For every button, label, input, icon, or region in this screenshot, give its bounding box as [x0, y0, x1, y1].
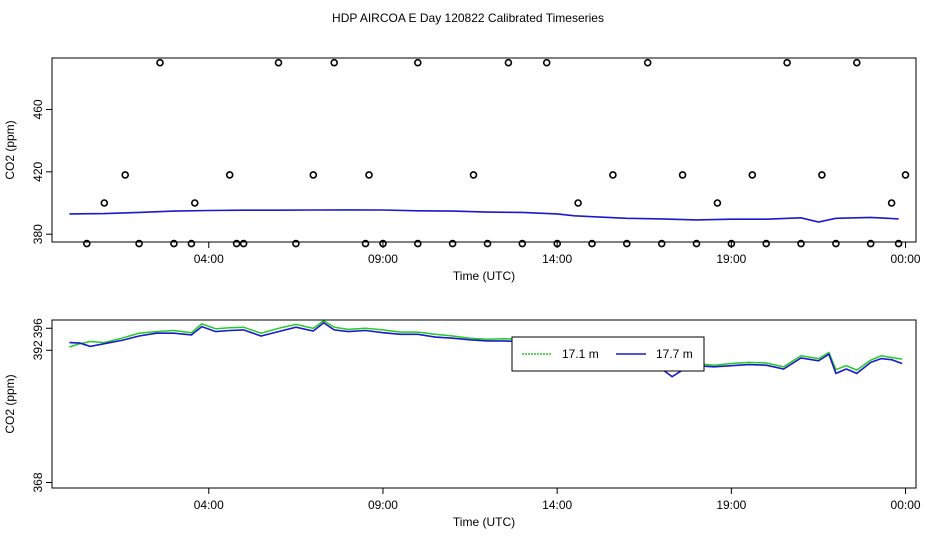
series-line-0-0	[69, 209, 899, 223]
data-point	[622, 239, 631, 248]
data-point	[413, 239, 422, 248]
data-point	[762, 239, 771, 248]
plot-frame	[51, 319, 917, 489]
data-point	[609, 171, 617, 179]
data-point	[657, 239, 666, 248]
lower-panel: 04:00 09:00 14:00 19:00 00:00 368 392 396 Time (…	[3, 318, 921, 529]
data-point	[692, 239, 701, 248]
data-point	[361, 239, 370, 248]
data-point	[330, 58, 339, 67]
data-point	[574, 199, 582, 207]
y-axis-label: CO2 (ppm)	[3, 120, 17, 179]
data-point	[239, 239, 248, 248]
data-point	[852, 58, 861, 67]
data-point	[518, 239, 527, 248]
upper-panel: 04:00 09:00 14:00 19:00 00:00 380 420 460 Time (…	[3, 57, 921, 283]
x-tick-label: 19:00	[716, 252, 746, 266]
x-tick-label: 00:00	[891, 498, 921, 512]
data-point	[225, 171, 234, 179]
data-point	[170, 239, 178, 248]
plot-frame	[51, 57, 917, 243]
data-point	[818, 171, 826, 179]
series-line-1-0	[69, 319, 903, 371]
y-axis-label: CO2 (ppm)	[3, 374, 17, 433]
x-tick-label: 09:00	[368, 252, 398, 266]
legend-label: 17.1 m	[562, 347, 599, 361]
y-tick-label: 420	[31, 161, 45, 181]
data-point	[187, 239, 196, 248]
y-tick-label: 460	[31, 99, 45, 119]
data-point	[901, 171, 910, 179]
legend-label: 17.7 m	[656, 347, 693, 361]
x-axis-label: Time (UTC)	[453, 515, 515, 529]
data-point	[448, 239, 457, 248]
data-point	[191, 199, 199, 207]
data-point	[504, 58, 513, 67]
data-point	[797, 239, 805, 248]
data-point	[483, 239, 492, 248]
data-point	[83, 239, 91, 248]
y-tick-label: 368	[31, 472, 45, 492]
chart-title: HDP AIRCOA E Day 120822 Calibrated Times…	[332, 11, 604, 25]
data-point	[156, 58, 164, 67]
data-point	[887, 199, 896, 207]
data-point	[274, 58, 283, 67]
data-point	[365, 171, 373, 179]
data-point	[748, 171, 757, 179]
data-point	[413, 58, 422, 67]
y-tick-label: 392	[31, 340, 45, 360]
y-tick-label: 380	[31, 224, 45, 244]
data-point	[100, 199, 109, 207]
data-point	[469, 171, 478, 179]
x-tick-label: 09:00	[368, 498, 398, 512]
data-point	[292, 239, 300, 248]
data-point	[713, 199, 722, 207]
data-point	[542, 58, 551, 67]
data-point	[678, 171, 687, 179]
x-tick-label: 04:00	[194, 498, 224, 512]
data-point	[832, 239, 840, 248]
x-tick-label: 19:00	[716, 498, 746, 512]
x-tick-label: 00:00	[891, 252, 921, 266]
x-tick-label: 04:00	[194, 252, 224, 266]
data-point	[121, 171, 129, 179]
data-point	[588, 239, 596, 248]
data-point	[135, 239, 143, 248]
x-axis-label: Time (UTC)	[453, 269, 515, 283]
y-tick-label: 396	[31, 318, 45, 338]
data-point	[643, 58, 652, 67]
x-tick-label: 14:00	[542, 252, 572, 266]
x-tick-label: 14:00	[542, 498, 572, 512]
data-point	[866, 239, 875, 248]
data-point	[783, 58, 791, 67]
data-point	[894, 239, 903, 248]
data-point	[232, 239, 241, 248]
data-point	[309, 171, 318, 179]
